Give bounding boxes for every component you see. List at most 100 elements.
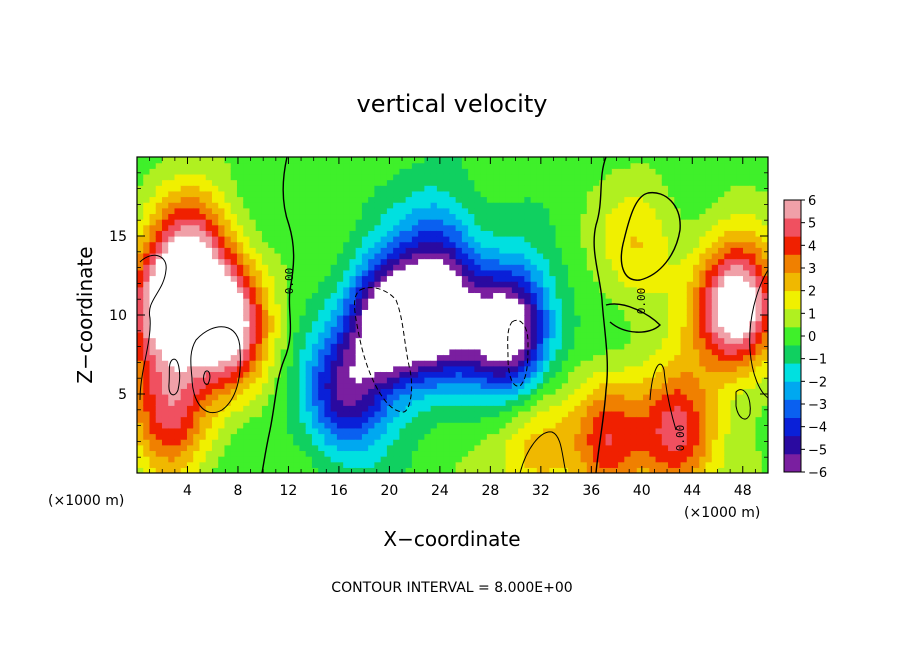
heatmap-cell bbox=[568, 224, 575, 231]
heatmap-cell bbox=[149, 427, 157, 435]
heatmap-cell bbox=[330, 241, 338, 248]
heatmap-cell bbox=[649, 269, 657, 277]
heatmap-cell bbox=[561, 275, 569, 282]
heatmap-cell bbox=[586, 416, 594, 423]
heatmap-cell bbox=[168, 399, 176, 406]
heatmap-cell bbox=[205, 394, 213, 401]
heatmap-cell bbox=[524, 185, 532, 192]
heatmap-cell bbox=[480, 292, 488, 299]
heatmap-cell bbox=[380, 269, 388, 277]
heatmap-cell bbox=[636, 456, 644, 463]
heatmap-cell bbox=[286, 213, 294, 220]
heatmap-cell bbox=[486, 202, 494, 209]
heatmap-cell bbox=[680, 394, 688, 401]
heatmap-cell bbox=[474, 162, 482, 169]
heatmap-cell bbox=[424, 275, 432, 282]
heatmap-cell bbox=[461, 241, 469, 248]
heatmap-cell bbox=[630, 331, 638, 339]
heatmap-cell bbox=[449, 207, 457, 215]
heatmap-cell bbox=[424, 337, 432, 344]
heatmap-cell bbox=[155, 179, 163, 186]
heatmap-cell bbox=[174, 365, 182, 373]
heatmap-cell bbox=[499, 337, 507, 344]
heatmap-cell bbox=[218, 439, 226, 446]
heatmap-cell bbox=[355, 258, 363, 265]
heatmap-cell bbox=[668, 365, 675, 373]
heatmap-cell bbox=[436, 298, 444, 305]
heatmap-cell bbox=[486, 337, 494, 344]
heatmap-cell bbox=[305, 196, 313, 203]
heatmap-cell bbox=[411, 382, 419, 389]
heatmap-cell bbox=[230, 405, 238, 412]
heatmap-cell bbox=[305, 179, 313, 186]
heatmap-cell bbox=[174, 320, 182, 327]
heatmap-cell bbox=[137, 219, 144, 226]
heatmap-cell bbox=[286, 427, 294, 435]
heatmap-cell bbox=[518, 173, 525, 181]
heatmap-cell bbox=[499, 422, 507, 429]
heatmap-cell bbox=[380, 388, 388, 395]
heatmap-cell bbox=[386, 281, 394, 288]
heatmap-cell bbox=[149, 309, 157, 316]
heatmap-cell bbox=[261, 224, 269, 231]
heatmap-cell bbox=[586, 230, 594, 237]
heatmap-cell bbox=[618, 219, 625, 226]
heatmap-cell bbox=[380, 202, 388, 209]
heatmap-cell bbox=[511, 298, 519, 305]
heatmap-cell bbox=[618, 410, 625, 418]
heatmap-cell bbox=[205, 281, 213, 288]
heatmap-cell bbox=[411, 315, 419, 322]
heatmap-cell bbox=[349, 416, 357, 423]
heatmap-cell bbox=[455, 173, 463, 181]
heatmap-cell bbox=[168, 410, 176, 418]
heatmap-cell bbox=[530, 416, 538, 423]
heatmap-cell bbox=[611, 168, 619, 175]
heatmap-cell bbox=[530, 185, 538, 192]
heatmap-cell bbox=[374, 269, 382, 277]
heatmap-cell bbox=[655, 230, 663, 237]
heatmap-cell bbox=[211, 388, 219, 395]
heatmap-cell bbox=[380, 157, 388, 164]
heatmap-cell bbox=[605, 371, 613, 378]
heatmap-cell bbox=[393, 303, 400, 310]
heatmap-cell bbox=[186, 422, 194, 429]
heatmap-cell bbox=[524, 422, 532, 429]
heatmap-cell bbox=[236, 224, 244, 231]
heatmap-cell bbox=[555, 292, 563, 299]
heatmap-cell bbox=[543, 388, 550, 395]
heatmap-cell bbox=[168, 326, 176, 333]
heatmap-cell bbox=[518, 343, 525, 350]
heatmap-cell bbox=[174, 247, 182, 254]
heatmap-cell bbox=[455, 382, 463, 389]
heatmap-cell bbox=[330, 427, 338, 435]
heatmap-cell bbox=[305, 360, 313, 367]
heatmap-cell bbox=[218, 360, 226, 367]
heatmap-cell bbox=[268, 168, 276, 175]
heatmap-cell bbox=[186, 213, 194, 220]
heatmap-cell bbox=[443, 236, 450, 243]
heatmap-cell bbox=[324, 219, 332, 226]
heatmap-cell bbox=[161, 190, 169, 198]
heatmap-cell bbox=[374, 185, 382, 192]
heatmap-cell bbox=[249, 388, 257, 395]
heatmap-cell bbox=[674, 247, 682, 254]
heatmap-cell bbox=[411, 365, 419, 373]
heatmap-cell bbox=[618, 360, 625, 367]
heatmap-cell bbox=[249, 377, 257, 384]
heatmap-cell bbox=[155, 241, 163, 248]
heatmap-cell bbox=[543, 320, 550, 327]
heatmap-cell bbox=[411, 467, 419, 473]
heatmap-cell bbox=[586, 360, 594, 367]
heatmap-cell bbox=[255, 190, 263, 198]
heatmap-cell bbox=[268, 360, 276, 367]
heatmap-cell bbox=[149, 264, 157, 271]
heatmap-cell bbox=[386, 416, 394, 423]
heatmap-cell bbox=[430, 213, 438, 220]
heatmap-cell bbox=[374, 292, 382, 299]
heatmap-cell bbox=[224, 433, 232, 440]
heatmap-cell bbox=[555, 416, 563, 423]
heatmap-cell bbox=[686, 467, 694, 473]
heatmap-cell bbox=[530, 315, 538, 322]
heatmap-cell bbox=[393, 439, 400, 446]
heatmap-cell bbox=[549, 365, 557, 373]
